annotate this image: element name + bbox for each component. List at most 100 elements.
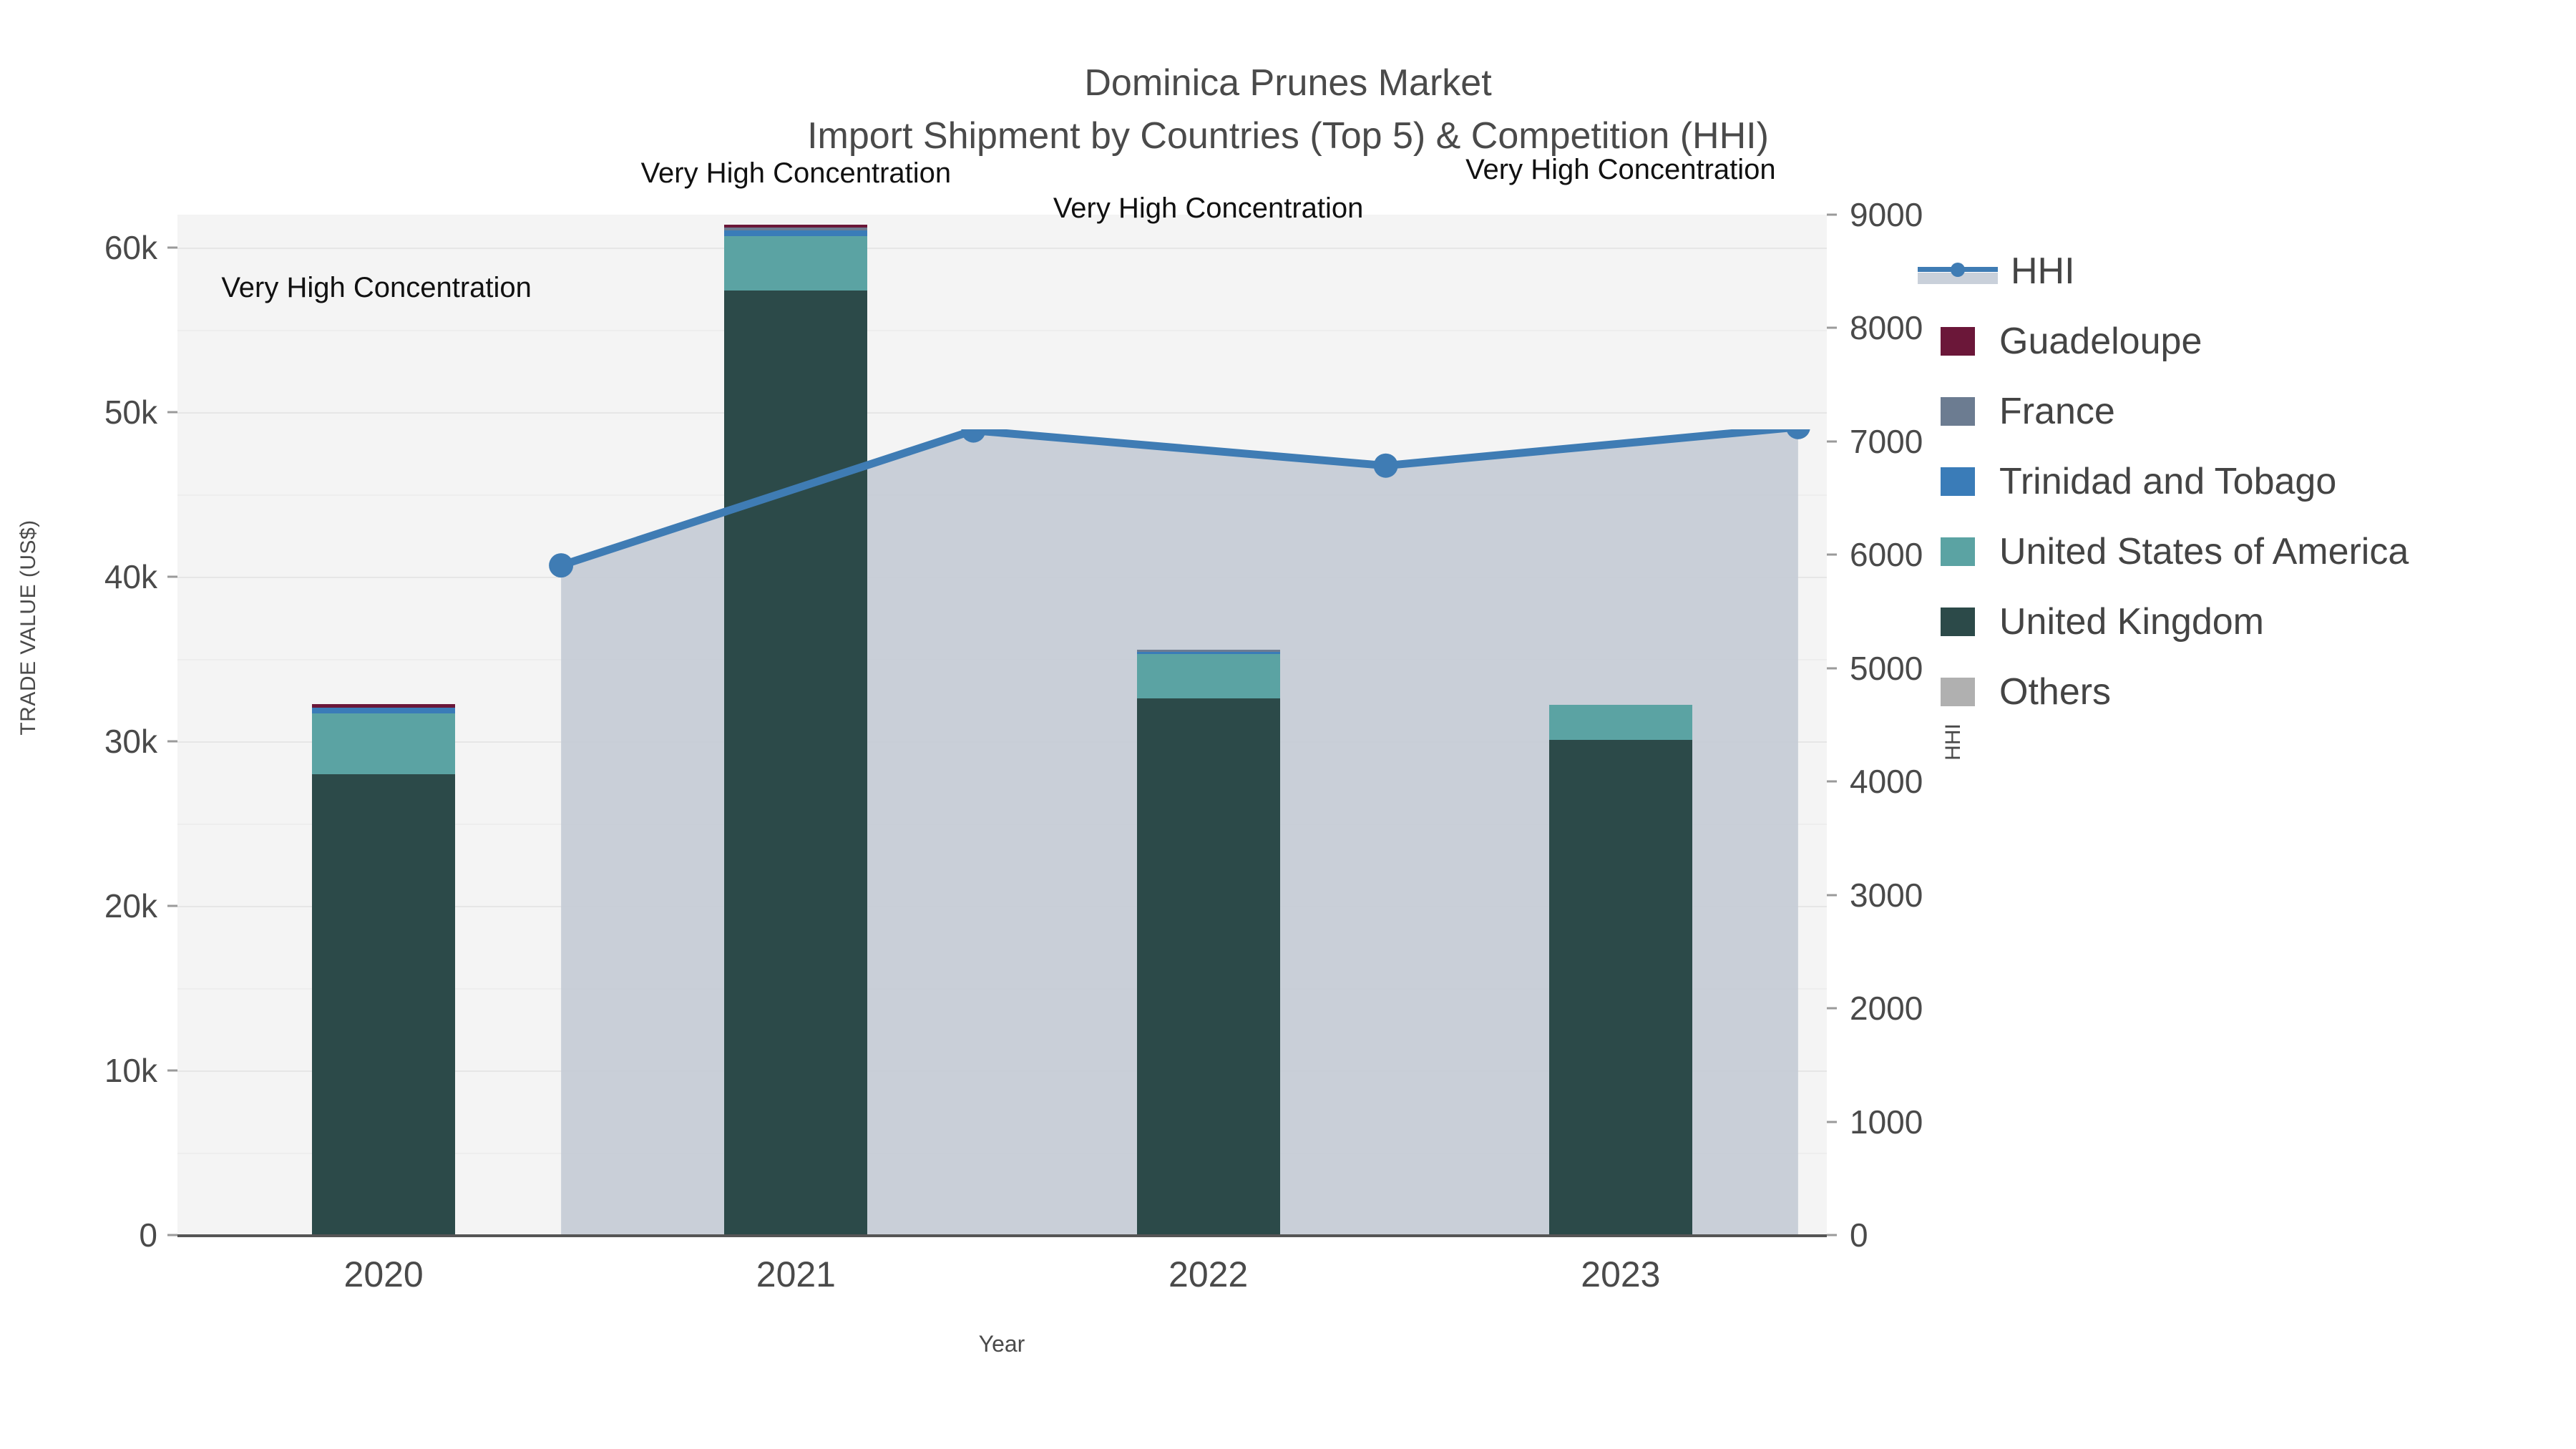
hhi-line-svg bbox=[549, 429, 1810, 578]
bar-segment[interactable] bbox=[1548, 739, 1692, 1235]
y-right-tick-label: 2000 bbox=[1850, 990, 1923, 1028]
bar-segment[interactable] bbox=[1136, 698, 1280, 1235]
y-left-tick-mark bbox=[167, 1069, 177, 1072]
legend-item-united-states-of-america[interactable]: United States of America bbox=[1941, 517, 2409, 587]
legend: HHI Guadeloupe France Trinidad and Tobago Un… bbox=[1918, 236, 2409, 727]
y-left-tick-label: 0 bbox=[139, 1216, 157, 1254]
bar-segment[interactable] bbox=[312, 707, 456, 713]
y-right-tick-mark bbox=[1827, 894, 1837, 897]
legend-color-swatch bbox=[1941, 678, 1975, 706]
legend-item-france[interactable]: France bbox=[1941, 376, 2409, 447]
y-left-tick-mark bbox=[167, 1234, 177, 1236]
bar-segment[interactable] bbox=[724, 235, 868, 291]
legend-color-swatch bbox=[1941, 397, 1975, 426]
bar-segment[interactable] bbox=[724, 224, 868, 228]
y-left-tick-label: 60k bbox=[104, 229, 157, 266]
title-line-2: Import Shipment by Countries (Top 5) & C… bbox=[807, 114, 1769, 157]
legend-item-hhi[interactable]: HHI bbox=[1918, 236, 2409, 306]
y-right-tick-label: 7000 bbox=[1850, 422, 1923, 460]
chart-title: Dominica Prunes Market Import Shipment b… bbox=[0, 57, 2576, 163]
x-tick-label-2023: 2023 bbox=[1581, 1254, 1661, 1294]
gridline bbox=[177, 248, 1827, 249]
bar-2022[interactable] bbox=[1136, 215, 1280, 1235]
y-right-tick-mark bbox=[1827, 667, 1837, 670]
bar-segment[interactable] bbox=[1548, 705, 1692, 740]
y-right-tick-mark bbox=[1827, 780, 1837, 783]
y-left-tick-label: 30k bbox=[104, 723, 157, 760]
legend-color-swatch bbox=[1941, 537, 1975, 566]
y-left-tick-mark bbox=[167, 411, 177, 414]
y-right-tick-mark bbox=[1827, 553, 1837, 556]
bar-segment[interactable] bbox=[1136, 651, 1280, 655]
legend-color-swatch bbox=[1941, 467, 1975, 496]
x-tick-label-2020: 2020 bbox=[343, 1254, 424, 1294]
bar-segment[interactable] bbox=[724, 290, 868, 1235]
legend-color-swatch bbox=[1941, 327, 1975, 356]
y-right-tick-label: 4000 bbox=[1850, 763, 1923, 801]
y-right-tick-mark bbox=[1827, 1234, 1837, 1236]
gridline bbox=[177, 330, 1827, 331]
bar-segment[interactable] bbox=[1136, 654, 1280, 699]
legend-item-trinidad-and-tobago[interactable]: Trinidad and Tobago bbox=[1941, 447, 2409, 517]
y-left-tick-mark bbox=[167, 246, 177, 249]
y-left-tick-mark bbox=[167, 904, 177, 907]
y-right-tick-label: 3000 bbox=[1850, 876, 1923, 914]
y-left-tick-mark bbox=[167, 575, 177, 578]
y-right-tick-mark bbox=[1827, 1121, 1837, 1123]
y-left-tick-label: 50k bbox=[104, 394, 157, 431]
legend-color-swatch bbox=[1941, 608, 1975, 636]
legend-item-guadeloupe[interactable]: Guadeloupe bbox=[1941, 306, 2409, 376]
y-right-tick-mark bbox=[1827, 326, 1837, 329]
bar-segment[interactable] bbox=[724, 230, 868, 236]
hhi-marker[interactable] bbox=[1373, 453, 1398, 478]
point-annotation: Very High Concentration bbox=[1465, 153, 1776, 185]
x-tick-label-2022: 2022 bbox=[1169, 1254, 1249, 1294]
legend-item-label: Trinidad and Tobago bbox=[1999, 461, 2337, 502]
y-right-tick-label: 0 bbox=[1850, 1216, 1868, 1254]
bar-2021[interactable] bbox=[724, 215, 868, 1235]
x-tick-label-2021: 2021 bbox=[756, 1254, 836, 1294]
bar-segment[interactable] bbox=[312, 713, 456, 774]
gridline bbox=[177, 412, 1827, 414]
legend-item-united-kingdom[interactable]: United Kingdom bbox=[1941, 587, 2409, 657]
legend-item-label: United Kingdom bbox=[1999, 601, 2264, 643]
bar-segment[interactable] bbox=[312, 704, 456, 708]
legend-item-others[interactable]: Others bbox=[1941, 657, 2409, 727]
legend-item-label: France bbox=[1999, 391, 2115, 432]
hhi-marker[interactable] bbox=[961, 429, 986, 443]
y-right-tick-mark bbox=[1827, 1007, 1837, 1010]
y-right-tick-mark bbox=[1827, 213, 1837, 216]
point-annotation: Very High Concentration bbox=[1053, 192, 1364, 224]
y-left-tick-label: 10k bbox=[104, 1052, 157, 1089]
x-axis-title: Year bbox=[978, 1331, 1025, 1357]
legend-item-label: United States of America bbox=[1999, 531, 2409, 572]
hhi-line-path bbox=[560, 429, 1799, 570]
legend-item-label: Guadeloupe bbox=[1999, 321, 2202, 362]
y-left-tick-mark bbox=[167, 740, 177, 743]
y-right-tick-mark bbox=[1827, 440, 1837, 443]
y-right-tick-label: 8000 bbox=[1850, 309, 1923, 347]
hhi-marker[interactable] bbox=[549, 553, 574, 578]
y-left-tick-label: 40k bbox=[104, 558, 157, 595]
y-right-tick-label: 6000 bbox=[1850, 536, 1923, 574]
bar-2020[interactable] bbox=[312, 215, 456, 1235]
point-annotation: Very High Concentration bbox=[221, 272, 532, 304]
legend-line-swatch bbox=[1918, 257, 1998, 286]
y-right-tick-label: 5000 bbox=[1850, 649, 1923, 687]
legend-item-label: HHI bbox=[2011, 250, 2075, 292]
y-left-tick-label: 20k bbox=[104, 887, 157, 924]
plot-area bbox=[177, 215, 1827, 1235]
point-annotation: Very High Concentration bbox=[640, 157, 952, 189]
bar-2023[interactable] bbox=[1548, 215, 1692, 1235]
x-axis-line bbox=[177, 1234, 1827, 1237]
bar-segment[interactable] bbox=[1136, 650, 1280, 652]
hhi-marker[interactable] bbox=[1786, 429, 1810, 439]
legend-item-label: Others bbox=[1999, 671, 2112, 713]
y-right-tick-label: 9000 bbox=[1850, 196, 1923, 233]
y-axis-left-title: TRADE VALUE (US$) bbox=[16, 519, 40, 736]
title-line-1: Dominica Prunes Market bbox=[1084, 62, 1492, 104]
y-right-tick-label: 1000 bbox=[1850, 1103, 1923, 1141]
bar-segment[interactable] bbox=[312, 774, 456, 1235]
bar-segment[interactable] bbox=[724, 228, 868, 230]
